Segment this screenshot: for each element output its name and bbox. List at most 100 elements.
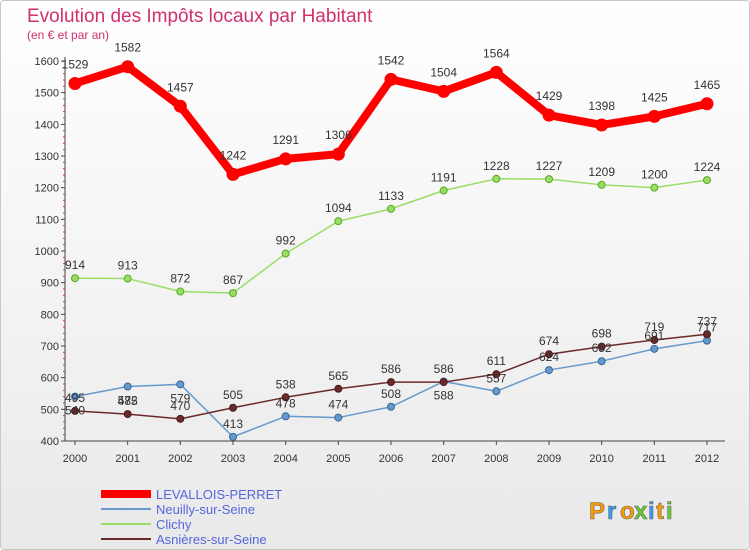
data-point bbox=[229, 289, 237, 298]
y-tick-label: 1200 bbox=[35, 183, 59, 195]
legend-label: Asnières-sur-Seine bbox=[156, 532, 267, 547]
series-neuilly-sur-seine bbox=[71, 336, 711, 441]
data-point bbox=[229, 432, 237, 441]
y-tick-label: 1100 bbox=[35, 214, 59, 226]
data-point bbox=[173, 99, 187, 113]
data-label: 737 bbox=[697, 314, 717, 328]
data-point bbox=[331, 147, 345, 161]
data-point bbox=[439, 378, 448, 387]
data-label: 470 bbox=[170, 399, 190, 413]
data-point bbox=[545, 175, 553, 184]
data-label: 1429 bbox=[536, 89, 563, 103]
data-label: 586 bbox=[381, 362, 401, 376]
data-label: 624 bbox=[539, 350, 559, 364]
data-point bbox=[595, 118, 609, 132]
data-point bbox=[281, 412, 290, 421]
x-tick-label: 2009 bbox=[537, 453, 561, 465]
chart-title: Evolution des Impôts locaux par Habitant bbox=[27, 6, 373, 27]
data-point bbox=[597, 342, 606, 351]
data-label: 1504 bbox=[430, 65, 457, 79]
data-point bbox=[597, 357, 606, 366]
data-label: 913 bbox=[118, 259, 138, 273]
x-tick-label: 2005 bbox=[326, 453, 350, 465]
data-label: 914 bbox=[65, 258, 85, 272]
y-tick-label: 400 bbox=[41, 436, 59, 448]
data-label: 538 bbox=[276, 377, 296, 391]
x-tick-label: 2000 bbox=[63, 453, 87, 465]
data-label: 1228 bbox=[483, 159, 510, 173]
data-label: 1200 bbox=[641, 168, 668, 182]
data-point bbox=[545, 366, 553, 375]
data-point bbox=[121, 60, 135, 74]
data-point bbox=[700, 97, 714, 111]
legend-label: LEVALLOIS-PERRET bbox=[156, 487, 282, 502]
chart-subtitle: (en € et par an) bbox=[27, 28, 109, 42]
data-point bbox=[226, 167, 240, 181]
x-tick-label: 2011 bbox=[643, 453, 667, 465]
data-label: 698 bbox=[592, 327, 612, 341]
data-point bbox=[71, 274, 79, 283]
data-label: 1564 bbox=[483, 46, 510, 60]
data-label: 540 bbox=[65, 404, 85, 418]
data-label: 588 bbox=[434, 388, 454, 402]
logo-letter: x bbox=[634, 498, 648, 525]
data-point bbox=[437, 84, 451, 98]
data-point bbox=[71, 406, 79, 415]
y-tick-label: 1300 bbox=[35, 151, 59, 163]
data-point bbox=[489, 65, 503, 79]
data-point bbox=[545, 350, 553, 359]
chart-legend: LEVALLOIS-PERRETNeuilly-sur-SeineClichyA… bbox=[101, 487, 282, 547]
data-label: 992 bbox=[276, 234, 296, 248]
data-point bbox=[334, 217, 343, 226]
data-point bbox=[123, 410, 132, 419]
data-label: 1306 bbox=[325, 128, 352, 142]
data-label: 1191 bbox=[431, 171, 457, 185]
data-point bbox=[542, 108, 556, 122]
x-tick-label: 2008 bbox=[484, 453, 508, 465]
data-point bbox=[279, 152, 293, 166]
data-label: 565 bbox=[328, 369, 348, 383]
data-label: 719 bbox=[644, 320, 664, 334]
data-point bbox=[176, 380, 185, 389]
logo-letter: t bbox=[656, 498, 664, 525]
data-point bbox=[334, 413, 343, 422]
data-label: 691 bbox=[644, 329, 664, 343]
data-point bbox=[650, 183, 659, 192]
labels-clichy: 914 913 872 867 992 1094 1133 1191 1228 1227 1209 1… bbox=[65, 159, 721, 287]
y-tick-label: 600 bbox=[41, 373, 59, 385]
data-label: 505 bbox=[223, 388, 243, 402]
data-point bbox=[650, 335, 659, 344]
data-point bbox=[703, 176, 711, 185]
data-point bbox=[176, 414, 185, 423]
data-label: 485 bbox=[118, 394, 138, 408]
data-label: 413 bbox=[223, 417, 243, 431]
data-label: 717 bbox=[697, 321, 717, 335]
data-point bbox=[281, 249, 290, 258]
legend-label: Neuilly-sur-Seine bbox=[156, 502, 255, 517]
y-tick-label: 1400 bbox=[35, 119, 59, 131]
x-tick-label: 2006 bbox=[379, 453, 403, 465]
x-tick-label: 2002 bbox=[168, 453, 192, 465]
data-label: 611 bbox=[487, 354, 506, 368]
data-label: 572 bbox=[118, 394, 138, 408]
data-label: 1529 bbox=[62, 57, 89, 71]
data-label: 586 bbox=[434, 362, 454, 376]
y-tick-label: 700 bbox=[41, 341, 59, 353]
data-label: 474 bbox=[328, 398, 348, 412]
data-label: 1133 bbox=[378, 189, 404, 203]
series-asnieres-sur-seine bbox=[71, 330, 711, 423]
data-point bbox=[123, 382, 132, 391]
data-label: 652 bbox=[592, 341, 612, 355]
series-clichy bbox=[71, 174, 711, 298]
data-point bbox=[68, 76, 82, 90]
labels-neuilly-sur-seine: 540 572 579 413 478 474 508 588 557 624 652 691 717 bbox=[65, 321, 717, 431]
x-tick-label: 2007 bbox=[431, 453, 455, 465]
logo-letter: o bbox=[620, 498, 635, 525]
y-tick-label: 900 bbox=[41, 278, 59, 290]
data-point bbox=[281, 393, 290, 402]
data-label: 872 bbox=[170, 272, 190, 286]
data-point bbox=[597, 180, 606, 189]
data-point bbox=[647, 109, 661, 123]
